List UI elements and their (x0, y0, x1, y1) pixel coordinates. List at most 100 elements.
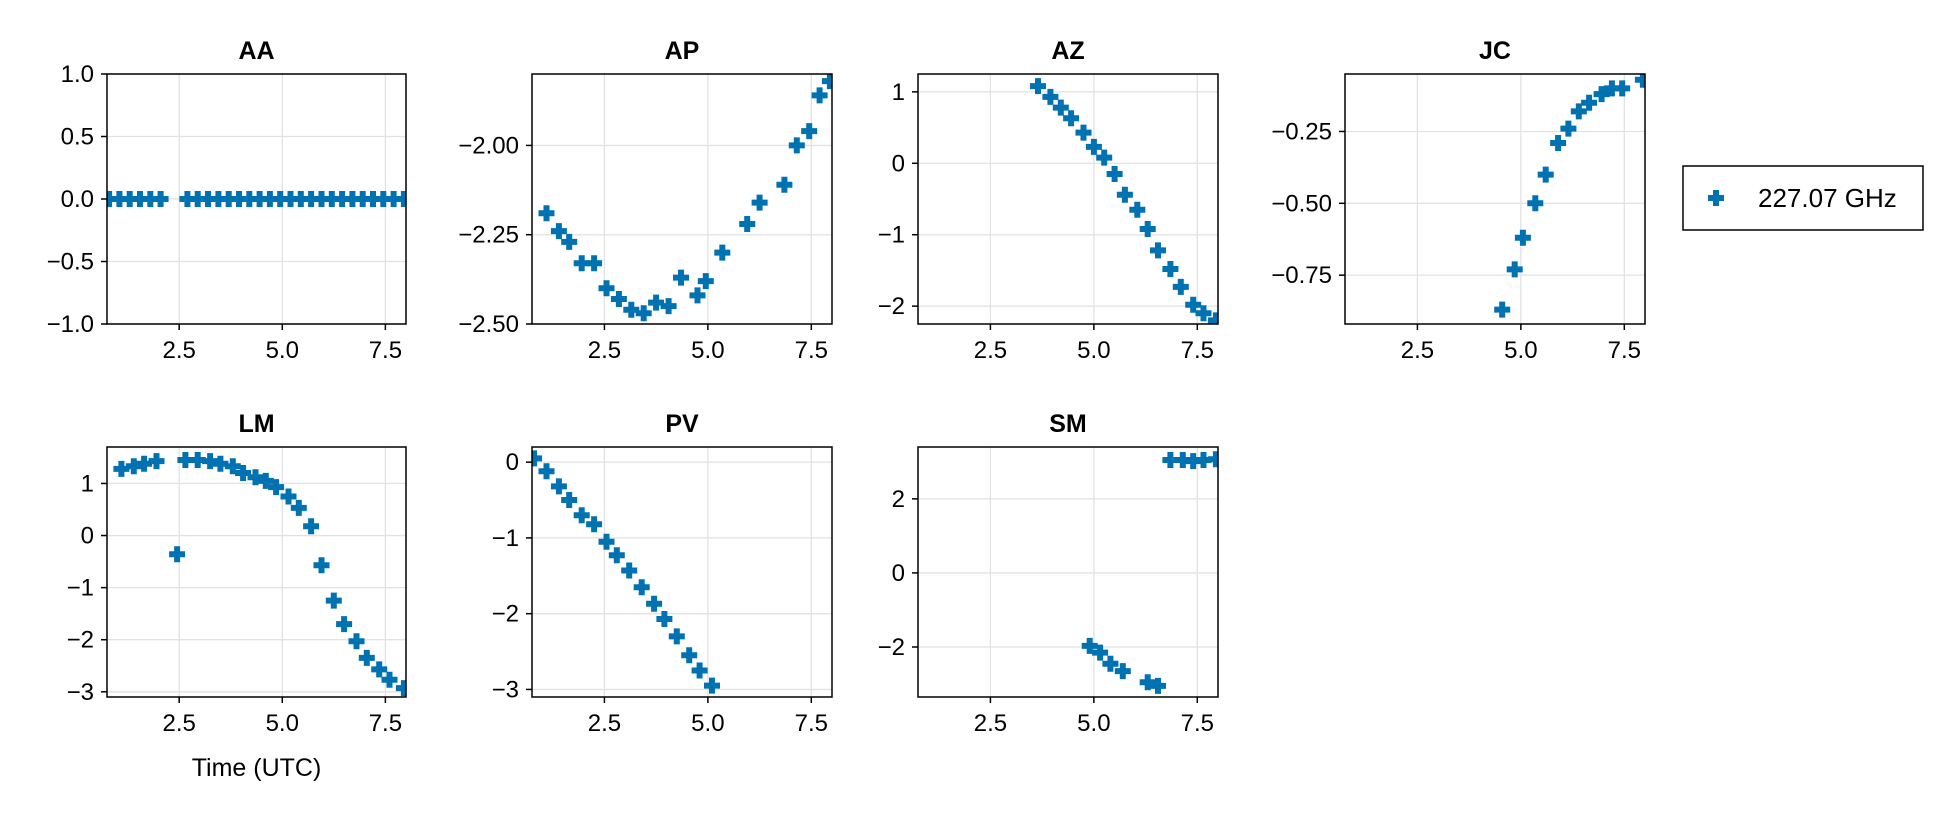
y-tick-label: −1 (67, 575, 94, 602)
data-point (371, 661, 388, 678)
plot-frame (531, 73, 833, 325)
data-point (231, 191, 247, 207)
plot-frame (106, 446, 407, 698)
data-point (313, 191, 330, 207)
data-point (152, 191, 169, 207)
y-tick-label: −0.75 (1271, 262, 1332, 289)
panel-title: AA (238, 37, 274, 65)
data-point (1085, 138, 1102, 155)
x-tick-label: 7.5 (369, 337, 402, 364)
y-tick-label: 0 (892, 150, 905, 177)
data-point (303, 191, 320, 207)
data-point (212, 455, 229, 472)
legend-marker (1708, 190, 1724, 206)
x-tick-label: 2.5 (1401, 337, 1434, 364)
data-point (257, 472, 274, 489)
y-tick-label: −2.00 (458, 132, 519, 159)
series-points (107, 191, 406, 207)
y-tick-label: 0.5 (61, 124, 94, 151)
data-point (334, 191, 351, 207)
data-point (125, 458, 142, 475)
data-point (132, 191, 148, 207)
data-point (1634, 74, 1645, 88)
x-tick-label: 2.5 (162, 710, 195, 737)
x-tick-label: 7.5 (369, 710, 402, 737)
data-point (648, 294, 665, 311)
x-tick-label: 2.5 (974, 710, 1007, 737)
panel-title: JC (1479, 37, 1511, 65)
x-tick-label: 5.0 (1077, 337, 1110, 364)
data-point (179, 191, 196, 207)
data-point (282, 191, 299, 207)
x-tick-label: 7.5 (795, 337, 828, 364)
panel-title: LM (238, 410, 274, 438)
data-point (1162, 261, 1179, 277)
data-point (697, 273, 714, 290)
y-tick-label: −0.5 (47, 249, 94, 276)
series-points (532, 450, 720, 694)
data-point (189, 191, 206, 207)
y-tick-label: 1 (81, 470, 94, 497)
y-tick-label: 1 (892, 79, 905, 106)
data-point (381, 671, 398, 688)
data-point (660, 298, 677, 315)
data-point (241, 191, 258, 207)
data-point (1162, 452, 1179, 468)
data-point (573, 255, 590, 272)
data-point (608, 547, 625, 564)
x-tick-label: 5.0 (266, 710, 299, 737)
y-tick-label: −2.50 (458, 311, 519, 338)
data-point (1075, 124, 1092, 141)
data-point (365, 191, 381, 207)
data-point (290, 499, 307, 516)
data-point (111, 191, 128, 207)
data-point (623, 301, 640, 318)
x-tick-label: 5.0 (691, 710, 724, 737)
data-point (1603, 80, 1620, 97)
data-point (202, 453, 219, 470)
data-point (358, 649, 375, 666)
data-point (689, 287, 706, 304)
panel-pv: 2.5 5.0 7.5 −3 −2 −1 0 PV (492, 410, 833, 737)
data-point (586, 255, 603, 272)
legend: 227.07 GHz (1682, 165, 1924, 231)
data-point (1150, 677, 1166, 694)
data-point (272, 191, 289, 207)
y-tick-label: −2 (492, 601, 519, 628)
data-point (1114, 663, 1131, 680)
series-points (1081, 451, 1218, 694)
panel-title: PV (665, 410, 699, 438)
data-point (691, 662, 708, 679)
data-point (189, 452, 206, 468)
y-tick-label: −1 (878, 222, 905, 249)
data-point (177, 452, 194, 468)
data-point (538, 463, 555, 480)
data-point (1063, 110, 1080, 127)
y-tick-label: −2.25 (458, 222, 519, 249)
y-tick-label: 0 (892, 560, 905, 587)
data-point (681, 647, 698, 664)
data-point (1537, 166, 1554, 183)
data-point (336, 616, 353, 633)
data-point (261, 191, 278, 207)
data-point (210, 191, 227, 207)
data-point (801, 123, 818, 140)
data-point (1185, 296, 1202, 313)
y-tick-label: −1 (492, 525, 519, 552)
data-point (538, 205, 555, 222)
data-point (586, 516, 603, 533)
data-point (656, 611, 673, 627)
data-point (1570, 103, 1587, 120)
data-point (1092, 644, 1109, 661)
data-point (268, 479, 285, 496)
data-point (247, 469, 264, 486)
plot-frame (1344, 73, 1646, 325)
panel-title: AZ (1051, 37, 1084, 65)
y-tick-label: −2 (67, 627, 94, 654)
data-point (1030, 78, 1046, 95)
data-point (1150, 242, 1166, 259)
data-point (532, 450, 543, 467)
y-tick-label: −2 (878, 634, 905, 661)
panel-az: 2.5 5.0 7.5 −2 −1 0 1 AZ (878, 37, 1219, 364)
x-tick-label: 5.0 (1077, 710, 1110, 737)
